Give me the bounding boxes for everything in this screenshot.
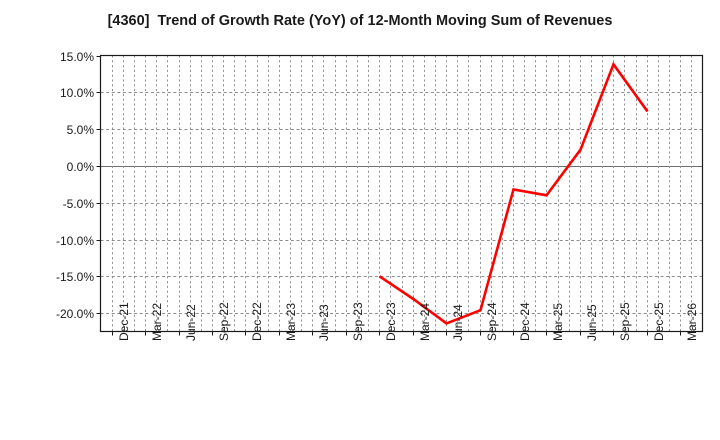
plot-frame	[99, 54, 704, 333]
x-axis-tick-label: Mar-25	[551, 302, 565, 341]
x-axis-tick-label: Jun-24	[451, 303, 465, 341]
y-axis-tick-label: 10.0%	[59, 85, 94, 100]
x-axis-ticks	[112, 331, 681, 336]
x-axis-tick-label: Dec-25	[652, 301, 666, 341]
data-series-line	[378, 61, 649, 325]
y-axis-tick-label: 0.0%	[66, 159, 94, 174]
x-axis-tick-label: Dec-21	[117, 301, 131, 341]
x-axis-tick-label: Sep-22	[217, 301, 231, 341]
x-axis-tick-label: Jun-25	[585, 303, 599, 341]
y-axis-tick-label: -10.0%	[55, 233, 94, 248]
y-axis-tick-label: -5.0%	[62, 196, 94, 211]
x-axis-tick-label: Sep-25	[618, 301, 632, 341]
x-axis-tick-label: Sep-24	[485, 301, 499, 341]
x-axis-tick-label: Mar-24	[418, 302, 432, 341]
x-axis-tick-label: Jun-22	[184, 303, 198, 341]
x-axis-tick-label: Mar-23	[284, 302, 298, 341]
y-axis-tick-label: 5.0%	[66, 122, 94, 137]
x-axis-tick-label: Mar-26	[685, 302, 699, 341]
y-axis-tick-label: 15.0%	[59, 49, 94, 64]
x-axis-tick-label: Mar-22	[150, 302, 164, 341]
y-axis-tick-label: -15.0%	[55, 269, 94, 284]
x-axis-tick-label: Sep-23	[351, 301, 365, 341]
x-axis-tick-label: Dec-22	[250, 301, 264, 341]
y-axis-tick-label: -20.0%	[55, 306, 94, 321]
x-axis-tick-label: Jun-23	[317, 303, 331, 341]
chart-title: [4360] Trend of Growth Rate (YoY) of 12-…	[107, 13, 613, 29]
y-axis-tick-labels: 15.0% 10.0% 5.0% 0.0% -5.0% -10.0% -15.0% -20.0…	[0, 0, 94, 440]
y-axis-ticks	[96, 56, 101, 314]
x-axis-tick-label: Dec-23	[384, 301, 398, 341]
x-axis-tick-label: Dec-24	[518, 301, 532, 341]
